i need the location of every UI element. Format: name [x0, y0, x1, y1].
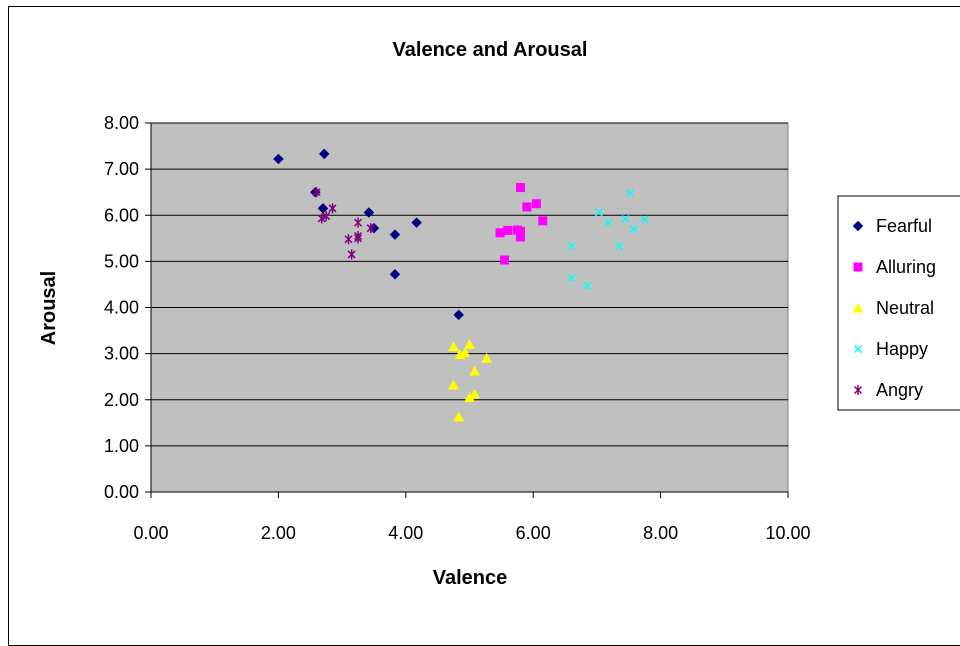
legend-marker	[852, 220, 864, 232]
data-point	[453, 309, 465, 321]
y-axis-ticks: 0.00 1.00 2.00 3.00 4.00 5.00 6.00 7.00 8.00	[104, 113, 139, 502]
x-tick-label: 2.00	[261, 523, 296, 543]
legend-entry: Alluring	[853, 257, 936, 277]
data-point	[353, 233, 363, 244]
data-point	[640, 215, 649, 224]
data-point	[347, 249, 356, 260]
series-neutral	[448, 338, 493, 422]
legend: Fearful Alluring Neutral Happy Angry	[837, 195, 960, 411]
y-tick-label: 5.00	[104, 251, 139, 271]
data-point	[453, 411, 465, 422]
data-point	[629, 225, 638, 234]
data-point	[538, 216, 548, 226]
data-point	[363, 207, 375, 218]
data-point	[503, 225, 513, 235]
data-point	[625, 189, 635, 198]
data-point	[273, 153, 284, 165]
x-tick-label: 4.00	[388, 523, 423, 543]
data-point	[366, 223, 375, 234]
y-tick-label: 8.00	[104, 113, 139, 133]
legend-label: Happy	[876, 339, 928, 359]
x-axis-ticks: 0.00 2.00 4.00 6.00 8.00 10.00	[133, 523, 810, 543]
chart-title: Valence and Arousal	[393, 39, 588, 61]
legend-entry: Happy	[853, 339, 928, 359]
data-point	[448, 341, 459, 352]
y-tick-label: 4.00	[104, 298, 139, 318]
data-point	[500, 255, 510, 265]
data-point	[322, 211, 331, 222]
y-axis-title: Arousal	[38, 271, 60, 345]
data-point	[389, 268, 401, 280]
x-tick-label: 0.00	[133, 523, 168, 543]
data-point	[469, 388, 481, 399]
legend-entry: Fearful	[852, 216, 932, 236]
legend-label: Neutral	[876, 298, 934, 318]
data-point	[469, 365, 481, 376]
legend-entry: Neutral	[852, 298, 934, 318]
data-point	[515, 232, 525, 242]
x-axis-title: Valence	[433, 567, 508, 589]
data-points	[273, 148, 649, 422]
y-tick-label: 3.00	[104, 344, 139, 364]
data-point	[411, 217, 422, 228]
data-point	[495, 228, 505, 238]
data-point	[567, 242, 576, 251]
data-point	[344, 234, 353, 245]
data-point	[531, 199, 541, 209]
data-point	[318, 148, 330, 160]
x-tick-label: 10.00	[765, 523, 810, 543]
data-point	[459, 347, 471, 358]
series-angry	[312, 187, 375, 260]
y-tick-label: 6.00	[104, 205, 139, 225]
data-point	[522, 202, 532, 212]
legend-label: Fearful	[876, 216, 932, 236]
legend-marker	[852, 302, 864, 313]
y-tick-label: 7.00	[104, 159, 139, 179]
x-tick-label: 8.00	[643, 523, 678, 543]
data-point	[464, 391, 475, 402]
data-point	[481, 352, 493, 363]
data-point	[604, 218, 613, 227]
series-alluring	[495, 183, 548, 265]
data-point	[583, 281, 592, 290]
x-tick-label: 6.00	[516, 523, 551, 543]
data-point	[448, 379, 459, 390]
axes	[145, 122, 789, 498]
data-point	[621, 214, 630, 223]
data-point	[594, 208, 603, 217]
scatter-chart: Valence and Arousal 0.00 2.00 4.00 6.00 8.00…	[38, 39, 960, 589]
legend-box	[837, 195, 960, 411]
y-tick-label: 0.00	[104, 482, 139, 502]
legend-marker	[853, 344, 863, 354]
data-point	[317, 213, 326, 224]
data-point	[515, 183, 525, 193]
data-point	[389, 229, 401, 240]
legend-label: Alluring	[876, 257, 936, 277]
legend-marker	[853, 262, 863, 272]
data-point	[464, 338, 475, 349]
legend-label: Angry	[876, 380, 923, 400]
series-fearful	[273, 148, 465, 321]
data-point	[567, 273, 576, 283]
data-point	[353, 217, 363, 228]
y-tick-label: 2.00	[104, 390, 139, 410]
series-happy	[567, 189, 649, 290]
data-point	[328, 203, 337, 214]
legend-marker	[853, 385, 863, 395]
y-tick-label: 1.00	[104, 436, 139, 456]
legend-entry: Angry	[853, 380, 923, 400]
data-point	[312, 187, 321, 198]
data-point	[615, 242, 624, 251]
